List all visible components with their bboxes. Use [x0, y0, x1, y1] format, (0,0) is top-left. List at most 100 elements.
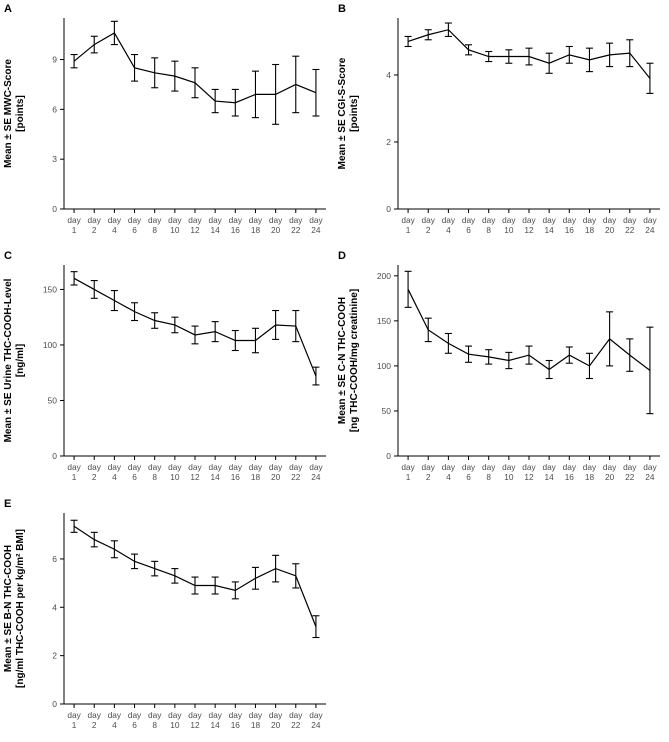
- x-tick-label-number: 1: [72, 472, 77, 482]
- error-bars: [70, 519, 320, 639]
- x-tick-label-number: 24: [645, 472, 655, 482]
- x-tick-label-word: day: [623, 215, 637, 225]
- x-tick-label-word: day: [442, 215, 456, 225]
- y-axis-title-line: Mean ± SE MWC-Score: [3, 59, 14, 168]
- x-tick-label-word: day: [229, 462, 243, 472]
- x-tick-label-number: 1: [72, 225, 77, 235]
- x-tick-label-word: day: [583, 462, 597, 472]
- x-tick-label-number: 12: [190, 720, 200, 730]
- y-tick-label: 50: [48, 395, 58, 405]
- x-tick-label-number: 14: [211, 472, 221, 482]
- y-axis-title-line: [points]: [15, 95, 26, 132]
- panel-D: 0 50 100 150 200 day 1 day 2 day 4 day 6 day 8 day 10 day…: [334, 247, 669, 495]
- chart-B: 024day1day2day4day6day8day10day12day14da…: [337, 3, 660, 235]
- x-tick-label-number: 4: [446, 472, 451, 482]
- y-axis-title-line: Mean ± SE B-N THC-COOH: [3, 545, 14, 672]
- x-tick-label-number: 10: [504, 225, 514, 235]
- x-tick-label-number: 18: [251, 720, 261, 730]
- x-tick-label-number: 20: [605, 225, 615, 235]
- x-tick-label-word: day: [229, 710, 243, 720]
- x-tick-label-number: 8: [152, 472, 157, 482]
- x-tick-labels: day1day2day4day6day8day10day12day14day16…: [401, 456, 657, 482]
- y-axis-title-line: [ng/ml]: [15, 344, 26, 377]
- y-tick-label: 4: [52, 602, 57, 612]
- x-tick-label-word: day: [289, 215, 303, 225]
- panel-letter-C: C: [4, 250, 12, 262]
- x-tick-label-word: day: [108, 710, 122, 720]
- x-tick-label-word: day: [188, 710, 202, 720]
- x-tick-label-number: 10: [170, 472, 180, 482]
- x-tick-label-number: 4: [112, 720, 117, 730]
- y-axis-title-line: [ng/ml THC-COOH per kg/m² BMI]: [15, 529, 26, 688]
- y-tick-labels: 0 2 4 6: [52, 554, 64, 709]
- x-tick-label-word: day: [289, 462, 303, 472]
- y-axis-title: Mean ± SE Urine THC-COOH-Level [ng/ml]: [3, 278, 26, 442]
- y-tick-label: 3: [52, 154, 57, 164]
- x-tick-label-word: day: [603, 462, 617, 472]
- x-tick-label-word: day: [269, 215, 283, 225]
- y-tick-labels: 0 2 4: [386, 70, 398, 214]
- x-tick-label-number: 12: [524, 225, 534, 235]
- x-tick-label-number: 1: [72, 720, 77, 730]
- x-tick-label-word: day: [583, 215, 597, 225]
- x-tick-label-word: day: [67, 710, 81, 720]
- x-tick-label-word: day: [563, 215, 577, 225]
- x-tick-label-number: 6: [132, 225, 137, 235]
- series-line: [407, 289, 651, 371]
- x-tick-label-word: day: [88, 215, 102, 225]
- y-axis-title: Mean ± SE CGI-S-Score [points]: [337, 57, 360, 169]
- x-tick-label-number: 20: [271, 472, 281, 482]
- y-tick-label: 0: [386, 451, 391, 461]
- x-tick-label-word: day: [108, 462, 122, 472]
- y-tick-label: 2: [52, 651, 57, 661]
- x-tick-label-number: 16: [565, 472, 575, 482]
- x-tick-label-word: day: [542, 462, 556, 472]
- chart-C: 050100150day1day2day4day6day8day10day12d…: [3, 250, 326, 482]
- x-tick-label-number: 6: [132, 472, 137, 482]
- error-bars: [70, 271, 320, 386]
- x-tick-label-number: 2: [92, 472, 97, 482]
- x-tick-label-number: 2: [92, 720, 97, 730]
- panel-B: 0 2 4 day 1 day 2 day 4 day 6 day 8 day 10 day 12 day 14 da…: [334, 0, 669, 247]
- x-tick-label-word: day: [88, 462, 102, 472]
- panel-C: 0 50 100 150 day 1 day 2 day 4 day 6 day 8 day 10 day 12 d…: [0, 247, 334, 495]
- x-tick-label-number: 6: [466, 472, 471, 482]
- x-tick-label-word: day: [522, 462, 536, 472]
- y-tick-label: 0: [52, 699, 57, 709]
- panel-letter-D: D: [338, 250, 346, 262]
- x-tick-label-word: day: [643, 462, 657, 472]
- y-axis-title: Mean ± SE C-N THC-COOH [ng THC-COOH/mg cr…: [337, 289, 360, 432]
- x-tick-labels: day1day2day4day6day8day10day12day14day16…: [67, 209, 323, 235]
- x-tick-label-word: day: [67, 462, 81, 472]
- y-tick-label: 9: [52, 55, 57, 65]
- x-tick-label-word: day: [148, 462, 162, 472]
- x-tick-label-word: day: [148, 215, 162, 225]
- y-tick-label: 200: [377, 271, 391, 281]
- y-axis-title: Mean ± SE B-N THC-COOH [ng/ml THC-COOH pe…: [3, 529, 26, 688]
- x-tick-label-number: 2: [426, 472, 431, 482]
- y-tick-label: 6: [52, 554, 57, 564]
- x-tick-label-word: day: [249, 215, 263, 225]
- x-tick-label-number: 8: [152, 225, 157, 235]
- x-tick-label-word: day: [442, 462, 456, 472]
- x-tick-label-word: day: [229, 215, 243, 225]
- x-tick-label-number: 10: [504, 472, 514, 482]
- x-tick-label-number: 4: [446, 225, 451, 235]
- x-tick-label-word: day: [128, 462, 142, 472]
- x-tick-label-number: 16: [565, 225, 575, 235]
- y-tick-label: 0: [52, 451, 57, 461]
- y-tick-labels: 0 3 6 9: [52, 55, 64, 214]
- x-tick-label-word: day: [542, 215, 556, 225]
- series-line: [407, 29, 651, 79]
- x-tick-label-word: day: [482, 215, 496, 225]
- x-tick-label-word: day: [603, 215, 617, 225]
- x-tick-label-number: 16: [231, 472, 241, 482]
- x-tick-label-number: 22: [291, 720, 301, 730]
- x-tick-label-number: 2: [426, 225, 431, 235]
- x-tick-label-number: 16: [231, 225, 241, 235]
- x-tick-label-number: 18: [251, 472, 261, 482]
- x-tick-label-number: 24: [645, 225, 655, 235]
- x-tick-label-word: day: [208, 215, 222, 225]
- x-tick-label-number: 24: [311, 225, 321, 235]
- x-tick-label-word: day: [422, 462, 436, 472]
